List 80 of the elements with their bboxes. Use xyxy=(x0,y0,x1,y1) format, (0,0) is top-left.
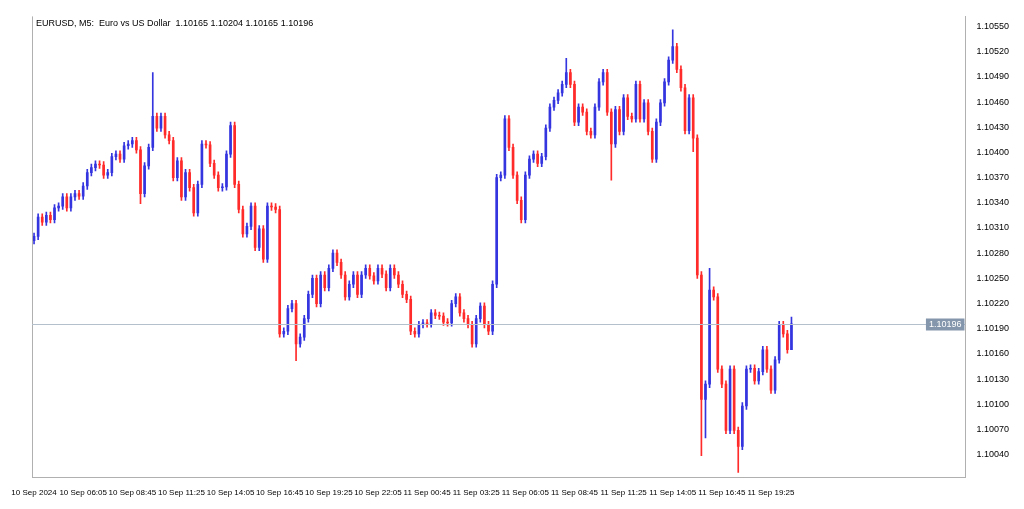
candlestick xyxy=(487,320,490,335)
candlestick xyxy=(49,211,52,224)
x-tick-label: 10 Sep 08:45 xyxy=(108,488,157,498)
y-tick-label: 1.10220 xyxy=(976,298,1010,309)
candlestick xyxy=(618,105,621,136)
candlestick xyxy=(438,311,441,320)
y-tick-label: 1.10460 xyxy=(976,96,1010,107)
y-tick-label: 1.10430 xyxy=(976,121,1010,132)
y-tick-label: 1.10400 xyxy=(976,146,1010,157)
candlestick xyxy=(745,365,748,410)
candlestick xyxy=(360,271,363,299)
candlestick xyxy=(753,364,756,385)
x-tick-label: 11 Sep 08:45 xyxy=(550,488,599,498)
y-tick-label: 1.10280 xyxy=(976,247,1010,258)
y-tick-label: 1.10130 xyxy=(976,373,1010,384)
y-tick-label: 1.10250 xyxy=(976,272,1010,283)
y-tick-label: 1.10370 xyxy=(976,172,1010,183)
x-tick-label: 11 Sep 14:05 xyxy=(649,488,697,498)
x-tick-label: 10 Sep 06:05 xyxy=(59,488,108,498)
candlestick xyxy=(790,316,793,351)
candlestick xyxy=(126,140,130,150)
x-tick-label: 10 Sep 22:05 xyxy=(354,488,403,498)
candlestick xyxy=(450,299,453,327)
candlestick xyxy=(180,157,183,201)
x-tick-label: 10 Sep 2024 xyxy=(11,488,58,498)
candlestick xyxy=(483,302,486,329)
y-tick-label: 1.10550 xyxy=(976,20,1010,31)
x-tick-label: 11 Sep 19:25 xyxy=(747,488,796,498)
y-tick-label: 1.10520 xyxy=(976,46,1010,57)
candlestick xyxy=(700,271,703,456)
candlestick xyxy=(364,264,367,279)
candlestick xyxy=(315,274,318,308)
candlestick xyxy=(102,161,105,179)
candlestick xyxy=(528,155,531,179)
candlestick xyxy=(94,160,97,172)
x-tick-label: 11 Sep 06:05 xyxy=(501,488,550,498)
x-tick-label: 10 Sep 19:25 xyxy=(305,488,354,498)
candlestick xyxy=(577,103,580,126)
candlestick xyxy=(356,271,359,299)
candlestick xyxy=(266,202,269,263)
candlestick xyxy=(225,150,228,191)
candlestick xyxy=(393,264,396,279)
x-tick-label: 11 Sep 03:25 xyxy=(452,488,501,498)
y-tick-label: 1.10490 xyxy=(976,71,1010,82)
x-tick-label: 10 Sep 16:45 xyxy=(255,488,305,498)
candlestick xyxy=(667,56,670,86)
candlestick xyxy=(581,103,584,116)
candlestick xyxy=(532,150,535,163)
x-tick-label: 11 Sep 00:45 xyxy=(403,488,452,498)
candlestick xyxy=(143,162,146,198)
candlestick xyxy=(184,168,187,201)
candlestick xyxy=(139,146,142,204)
y-tick-label: 1.10040 xyxy=(976,449,1010,460)
y-tick-label: 1.10070 xyxy=(976,424,1010,435)
candlestick xyxy=(622,94,625,136)
x-tick-label: 11 Sep 11:25 xyxy=(600,488,648,498)
y-tick-label: 1.10340 xyxy=(976,197,1010,208)
candlestick xyxy=(53,204,56,224)
y-tick-label: 1.10190 xyxy=(976,323,1010,334)
candlestick xyxy=(319,271,322,308)
chart-title: EURUSD, M5: Euro vs US Dollar 1.10165 1.10204 1.10165 1.10196 xyxy=(36,18,314,29)
candlestick xyxy=(176,157,179,182)
x-tick-label: 10 Sep 14:05 xyxy=(206,488,255,498)
candlestick xyxy=(741,402,744,451)
candlestick xyxy=(442,312,445,326)
candlestick xyxy=(536,150,539,168)
candlestick xyxy=(130,136,134,148)
x-tick-label: 10 Sep 11:25 xyxy=(157,488,206,498)
candlestick xyxy=(614,105,617,148)
candlestick xyxy=(524,171,527,224)
y-tick-label: 1.10100 xyxy=(976,398,1010,409)
candlestick xyxy=(229,121,232,158)
y-tick-label: 1.10160 xyxy=(976,348,1010,359)
x-tick-label: 11 Sep 16:45 xyxy=(698,488,746,498)
candlestick xyxy=(45,211,48,226)
y-tick-label: 1.10310 xyxy=(976,222,1010,233)
ref-line-label: 1.10196 xyxy=(928,318,962,329)
candlestick xyxy=(261,225,265,263)
candlestick xyxy=(135,136,138,154)
candlestick xyxy=(663,78,666,107)
